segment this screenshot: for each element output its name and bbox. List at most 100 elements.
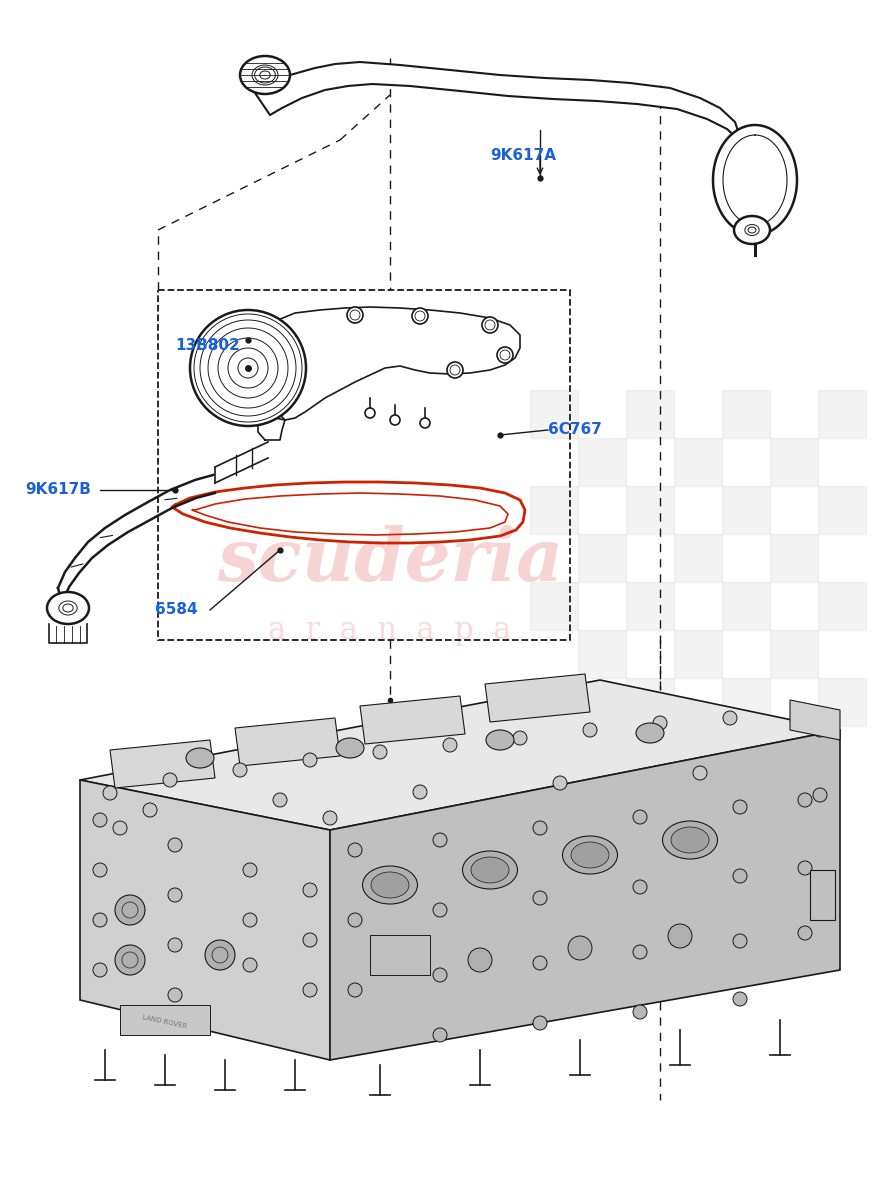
Circle shape <box>103 786 117 800</box>
Text: 13B802: 13B802 <box>175 337 240 353</box>
Bar <box>674 438 722 486</box>
Bar <box>578 438 626 486</box>
Bar <box>626 390 674 438</box>
Circle shape <box>168 938 182 952</box>
Circle shape <box>303 883 317 898</box>
Text: LAND ROVER: LAND ROVER <box>142 1014 188 1030</box>
Ellipse shape <box>371 872 409 898</box>
Circle shape <box>793 708 807 722</box>
Circle shape <box>115 895 145 925</box>
Circle shape <box>733 992 747 1006</box>
Text: a  r  a  n  a  p  a: a r a n a p a <box>269 614 512 646</box>
Bar <box>722 582 770 630</box>
Bar <box>818 582 866 630</box>
Bar <box>370 935 430 974</box>
Polygon shape <box>790 700 840 740</box>
Circle shape <box>733 869 747 883</box>
Circle shape <box>323 811 337 826</box>
Polygon shape <box>110 740 215 788</box>
Circle shape <box>433 902 447 917</box>
Circle shape <box>447 362 463 378</box>
Circle shape <box>583 722 597 737</box>
Circle shape <box>205 940 235 970</box>
Polygon shape <box>330 730 840 1060</box>
Bar <box>818 390 866 438</box>
Bar <box>530 678 578 726</box>
Bar <box>722 390 770 438</box>
Circle shape <box>733 800 747 814</box>
Circle shape <box>433 833 447 847</box>
Polygon shape <box>713 125 797 235</box>
Ellipse shape <box>186 748 214 768</box>
Bar <box>818 486 866 534</box>
Ellipse shape <box>734 216 770 244</box>
Ellipse shape <box>563 836 618 874</box>
Bar <box>770 726 818 774</box>
Polygon shape <box>485 674 590 722</box>
Circle shape <box>693 766 707 780</box>
Circle shape <box>633 946 647 959</box>
Circle shape <box>482 317 498 332</box>
Text: 6584: 6584 <box>155 602 198 618</box>
Ellipse shape <box>671 827 709 853</box>
Circle shape <box>243 958 257 972</box>
Bar <box>722 678 770 726</box>
Circle shape <box>93 913 107 926</box>
Bar <box>120 1006 210 1034</box>
Bar <box>818 678 866 726</box>
Polygon shape <box>360 696 465 744</box>
Circle shape <box>143 803 157 817</box>
Circle shape <box>243 863 257 877</box>
Text: 6C767: 6C767 <box>548 422 602 438</box>
Ellipse shape <box>662 821 718 859</box>
Circle shape <box>168 988 182 1002</box>
Circle shape <box>348 913 362 926</box>
Bar <box>578 726 626 774</box>
Circle shape <box>303 934 317 947</box>
Bar <box>770 534 818 582</box>
Circle shape <box>373 745 387 758</box>
Circle shape <box>798 862 812 875</box>
Circle shape <box>168 838 182 852</box>
Circle shape <box>115 946 145 974</box>
Circle shape <box>412 308 428 324</box>
Circle shape <box>513 731 527 745</box>
Polygon shape <box>265 307 520 420</box>
Ellipse shape <box>47 592 89 624</box>
Circle shape <box>633 810 647 824</box>
Bar <box>578 534 626 582</box>
Bar <box>530 390 578 438</box>
Ellipse shape <box>471 857 509 883</box>
Circle shape <box>390 415 400 425</box>
Circle shape <box>733 934 747 948</box>
Circle shape <box>443 738 457 752</box>
Ellipse shape <box>571 842 609 868</box>
Bar <box>674 534 722 582</box>
Bar <box>674 630 722 678</box>
Circle shape <box>633 1006 647 1019</box>
Ellipse shape <box>336 738 364 758</box>
Circle shape <box>798 926 812 940</box>
Circle shape <box>243 913 257 926</box>
Circle shape <box>93 962 107 977</box>
Circle shape <box>433 968 447 982</box>
Ellipse shape <box>240 56 290 94</box>
Circle shape <box>653 716 667 730</box>
Bar <box>770 438 818 486</box>
Ellipse shape <box>636 722 664 743</box>
Circle shape <box>348 842 362 857</box>
Circle shape <box>93 863 107 877</box>
Circle shape <box>163 773 177 787</box>
Circle shape <box>413 785 427 799</box>
Circle shape <box>365 408 375 418</box>
Bar <box>626 678 674 726</box>
Circle shape <box>533 956 547 970</box>
Circle shape <box>233 763 247 778</box>
Circle shape <box>113 821 127 835</box>
Bar <box>626 582 674 630</box>
Circle shape <box>633 880 647 894</box>
Circle shape <box>168 888 182 902</box>
Circle shape <box>93 814 107 827</box>
Ellipse shape <box>362 866 417 904</box>
Text: 9K617A: 9K617A <box>490 148 556 162</box>
